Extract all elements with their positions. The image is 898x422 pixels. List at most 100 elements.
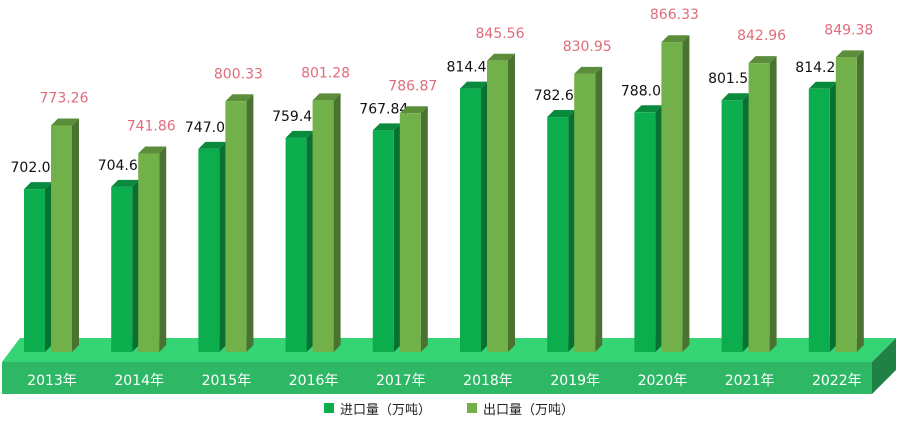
bar-side [856,50,864,353]
data-label: 801.51 [708,71,757,87]
x-tick-label: 2017年 [376,373,426,389]
data-label: 702.07 [11,160,60,176]
bar-side [595,66,603,352]
bar [634,112,656,353]
data-label: 759.46 [272,109,321,125]
bar-top [808,81,837,89]
bar-side [306,130,314,352]
x-tick-label: 2019年 [550,373,600,389]
bar-top [111,179,140,187]
bar [138,153,160,352]
bar-side [420,106,428,352]
bar-chart: 702.07 773.26 2013年 704.66 741.86 2014年 747.04… [2,7,896,394]
data-label: 767.84 [359,101,408,117]
bar-side [682,35,690,353]
bar-top [661,35,690,43]
bar [285,137,307,352]
bar-side [829,81,837,352]
bar-top [138,146,167,154]
bar-top [634,105,663,113]
bar-top [399,106,428,114]
bar [487,60,508,353]
bar-side [45,182,52,352]
bar [51,125,72,353]
legend-item-import: 进口量（万吨） [323,399,431,418]
data-label: 800.33 [214,66,263,82]
x-tick-label: 2014年 [114,373,164,389]
bar-top [24,182,52,190]
bar [372,130,394,352]
bar [748,63,770,353]
bar-side [132,179,140,352]
bar-side [393,123,401,352]
platform-front [2,362,872,394]
data-label: 830.95 [563,39,612,55]
bar-side [246,94,254,353]
x-tick-label: 2022年 [812,373,862,389]
bar-top [312,93,341,101]
data-label: 814.25 [795,60,844,76]
bar [225,101,247,352]
data-label: 849.38 [824,22,873,38]
bar [312,100,334,352]
bar-side [333,93,341,352]
bar-side [72,118,79,353]
bar-top [748,56,777,64]
data-label: 842.96 [737,28,786,44]
bar-side [219,141,227,352]
data-label: 704.66 [98,158,147,174]
x-tick-label: 2015年 [202,373,252,389]
bar [835,57,857,353]
bar [399,113,421,352]
data-label: 741.86 [127,119,176,135]
bar-top [51,118,79,126]
bar [661,42,683,353]
bar [721,100,743,352]
legend-swatch-import [323,403,334,413]
x-tick-label: 2016年 [289,373,339,389]
bar-top [460,81,488,89]
bar-side [568,110,576,352]
data-label: 788.00 [621,83,670,99]
legend-label-import: 进口量（万吨） [339,402,431,418]
bar-side [742,93,750,352]
bar-top [835,50,864,58]
data-label: 866.33 [650,7,699,23]
data-label: 801.28 [301,65,350,81]
x-tick-label: 2013年 [27,373,77,389]
bar-side [508,53,515,353]
data-label: 786.87 [388,78,437,94]
bar [574,73,596,352]
bar-top [225,94,254,102]
platform-side [872,338,896,394]
bar-top [574,66,603,74]
data-label: 773.26 [40,90,89,106]
bar-side [655,105,663,353]
bar-top [487,53,515,61]
bar-side [769,56,777,353]
legend-label-export: 出口量（万吨） [483,402,575,418]
bar [198,148,220,352]
x-tick-label: 2018年 [463,373,513,389]
bar-top [285,130,314,138]
bar-top [547,110,576,118]
data-label: 814.46 [447,60,496,76]
data-label: 782.67 [534,88,583,104]
bar [808,88,830,352]
bar-top [721,93,750,101]
legend-item-export: 出口量（万吨） [467,399,574,418]
bar-top [198,141,227,149]
bar [24,189,45,352]
bar-top [372,123,401,131]
x-tick-label: 2021年 [725,373,775,389]
x-tick-label: 2020年 [638,373,688,389]
legend-swatch-export [467,403,477,413]
data-label: 747.04 [185,120,234,136]
bar-side [481,81,488,352]
bar [111,186,133,352]
bar-side [159,146,167,352]
data-label: 845.56 [476,26,525,42]
legend: 进口量（万吨） 出口量（万吨） [0,397,898,419]
bar [547,117,569,352]
bar [460,88,481,352]
